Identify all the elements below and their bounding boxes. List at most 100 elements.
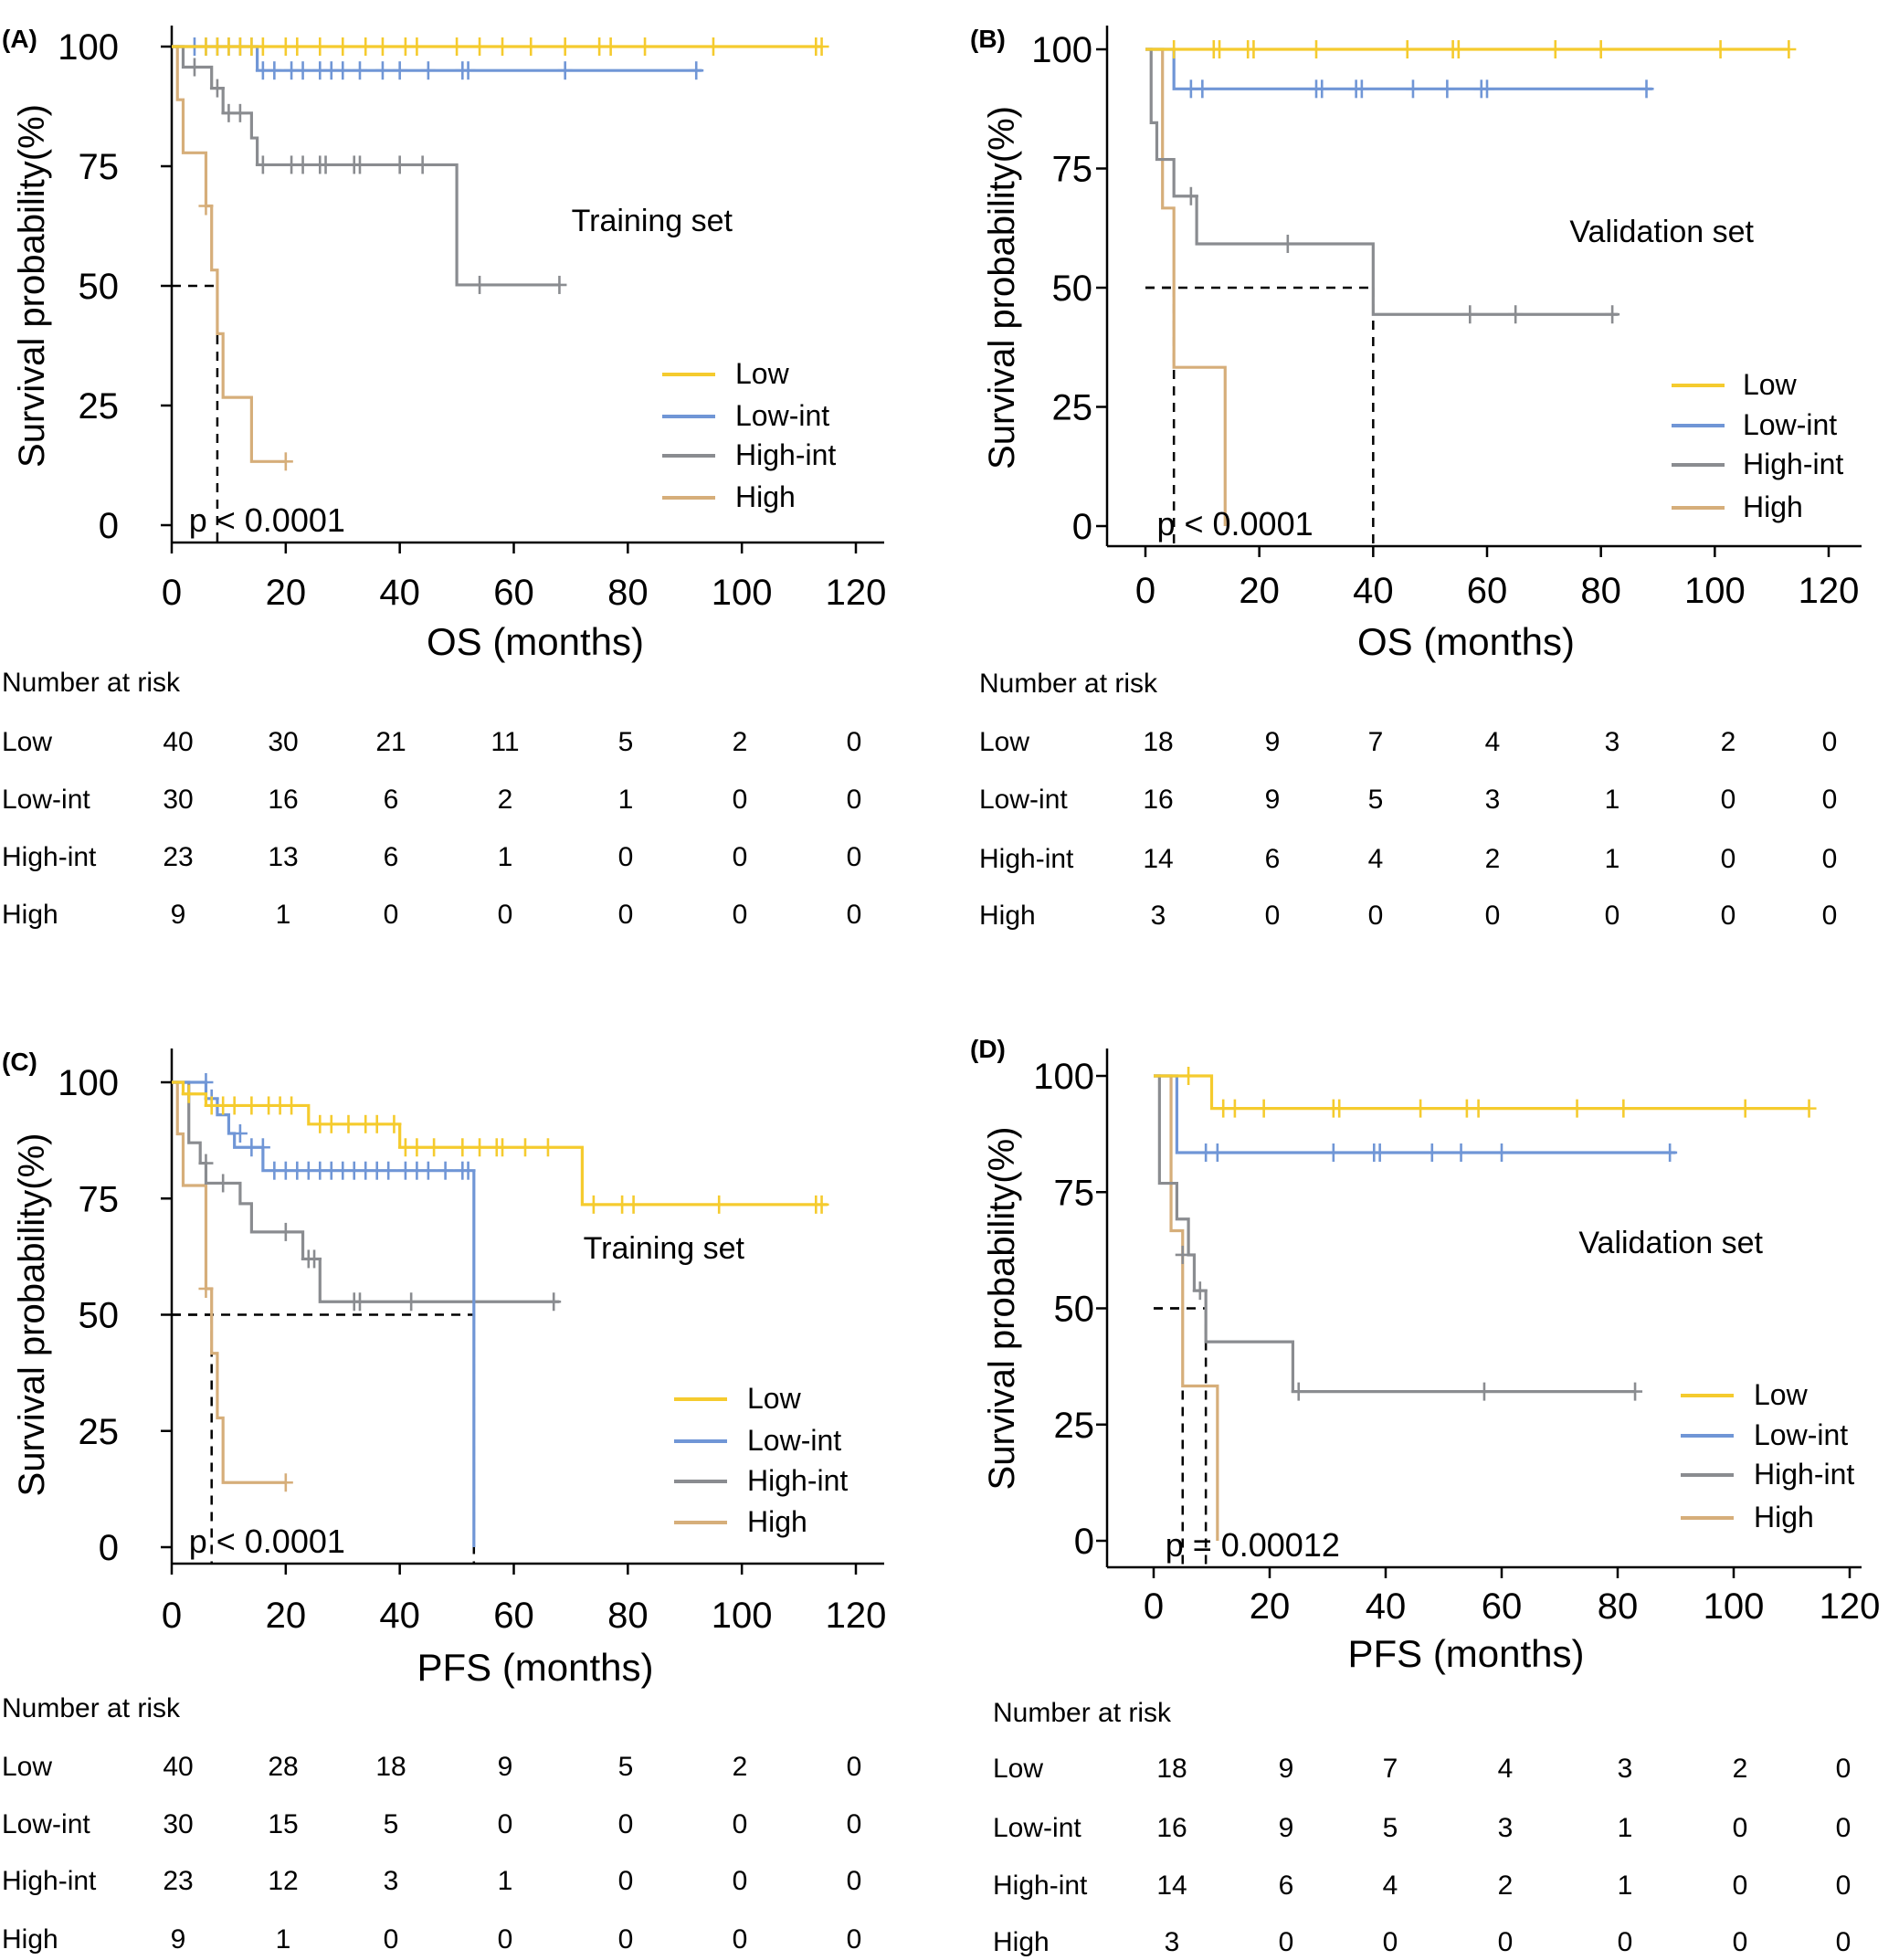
x-tick-label: 100 xyxy=(1684,571,1746,611)
p-value-text: p < 0.0001 xyxy=(189,1523,345,1560)
risk-row-label: Low-int xyxy=(2,785,90,815)
y-tick-label: 75 xyxy=(1052,150,1093,190)
legend-label: High xyxy=(747,1505,807,1538)
risk-count: 0 xyxy=(847,785,862,815)
risk-count: 5 xyxy=(1383,1813,1398,1843)
risk-count: 0 xyxy=(1368,901,1384,931)
x-tick-label: 40 xyxy=(1353,571,1394,611)
risk-count: 0 xyxy=(1485,901,1501,931)
x-tick-label: 100 xyxy=(712,573,773,613)
risk-count: 0 xyxy=(384,1924,399,1955)
risk-table-title: Number at risk xyxy=(2,668,181,698)
risk-count: 4 xyxy=(1485,727,1501,757)
risk-count: 3 xyxy=(384,1866,399,1896)
y-tick-label: 100 xyxy=(1033,1057,1094,1097)
x-tick-label: 120 xyxy=(826,1596,887,1636)
y-tick-label: 50 xyxy=(79,267,120,307)
p-value-text: p < 0.0001 xyxy=(1156,505,1313,543)
inset-title: Training set xyxy=(572,204,733,238)
y-tick-label: 25 xyxy=(1054,1406,1095,1446)
x-tick-label: 100 xyxy=(712,1596,773,1636)
risk-count: 0 xyxy=(618,1924,634,1955)
panel-label: (A) xyxy=(2,25,37,53)
legend-label: High-int xyxy=(1754,1458,1854,1491)
risk-row-label: High xyxy=(993,1927,1050,1957)
risk-count: 5 xyxy=(618,1752,634,1782)
inset-title: Training set xyxy=(584,1231,745,1266)
risk-count: 7 xyxy=(1383,1754,1398,1784)
y-tick-label: 25 xyxy=(79,1412,120,1452)
risk-count: 0 xyxy=(733,842,748,872)
risk-count: 1 xyxy=(498,842,513,872)
risk-count: 40 xyxy=(163,727,193,757)
survival-curve-low xyxy=(172,1080,828,1207)
risk-count: 9 xyxy=(171,900,186,930)
x-tick-label: 120 xyxy=(826,573,887,613)
risk-count: 12 xyxy=(268,1866,298,1896)
legend-label: High-int xyxy=(1743,448,1843,480)
x-tick-label: 0 xyxy=(162,1596,182,1636)
x-tick-label: 80 xyxy=(1580,571,1621,611)
risk-count: 0 xyxy=(1605,901,1620,931)
y-tick-label: 0 xyxy=(99,1528,119,1568)
risk-count: 0 xyxy=(1279,1927,1294,1957)
risk-count: 0 xyxy=(1383,1927,1398,1957)
x-axis-label: PFS (months) xyxy=(417,1646,653,1689)
risk-count: 9 xyxy=(1265,727,1281,757)
risk-count: 16 xyxy=(1156,1813,1187,1843)
legend-label: Low xyxy=(1754,1378,1809,1411)
risk-count: 0 xyxy=(733,900,748,930)
risk-count: 2 xyxy=(498,785,513,815)
risk-count: 9 xyxy=(1279,1754,1294,1784)
risk-count: 0 xyxy=(1721,901,1736,931)
risk-row-label: Low xyxy=(979,727,1029,757)
risk-count: 4 xyxy=(1368,844,1384,874)
survival-curve-high xyxy=(172,45,286,463)
risk-count: 28 xyxy=(268,1752,298,1782)
y-axis-label: Survival probability(%) xyxy=(982,106,1022,469)
risk-count: 6 xyxy=(384,842,399,872)
risk-count: 0 xyxy=(847,842,862,872)
risk-count: 0 xyxy=(618,842,634,872)
risk-count: 1 xyxy=(1618,1870,1633,1901)
y-axis-label: Survival probability(%) xyxy=(12,104,52,468)
risk-count: 0 xyxy=(733,1924,748,1955)
risk-count: 0 xyxy=(384,900,399,930)
risk-count: 6 xyxy=(384,785,399,815)
p-value-text: p < 0.0001 xyxy=(189,501,345,539)
legend-label: High xyxy=(1743,490,1803,523)
risk-table-title: Number at risk xyxy=(979,669,1158,699)
risk-row-label: Low-int xyxy=(979,785,1068,815)
risk-table-title: Number at risk xyxy=(2,1693,181,1723)
risk-count: 0 xyxy=(1721,785,1736,815)
risk-count: 3 xyxy=(1151,901,1166,931)
risk-count: 1 xyxy=(276,1924,291,1955)
risk-row-label: Low xyxy=(2,1752,52,1782)
x-tick-label: 120 xyxy=(1820,1586,1881,1627)
x-tick-label: 20 xyxy=(266,573,307,613)
y-tick-label: 75 xyxy=(79,147,120,187)
risk-count: 0 xyxy=(1498,1927,1514,1957)
risk-count: 1 xyxy=(1618,1813,1633,1843)
survival-curve-high xyxy=(1154,1074,1219,1541)
risk-count: 3 xyxy=(1605,727,1620,757)
risk-count: 5 xyxy=(384,1809,399,1839)
risk-count: 0 xyxy=(1822,727,1838,757)
risk-table-title: Number at risk xyxy=(993,1698,1172,1728)
risk-count: 4 xyxy=(1383,1870,1398,1901)
x-tick-label: 80 xyxy=(1598,1586,1639,1627)
risk-count: 3 xyxy=(1618,1754,1633,1784)
risk-count: 2 xyxy=(733,727,748,757)
risk-count: 0 xyxy=(1733,1870,1748,1901)
risk-count: 9 xyxy=(171,1924,186,1955)
x-tick-label: 0 xyxy=(162,573,182,613)
x-tick-label: 40 xyxy=(379,1596,420,1636)
risk-count: 3 xyxy=(1485,785,1501,815)
x-tick-label: 80 xyxy=(607,573,649,613)
risk-count: 0 xyxy=(618,1866,634,1896)
risk-count: 2 xyxy=(1733,1754,1748,1784)
risk-row-label: High xyxy=(979,901,1036,931)
